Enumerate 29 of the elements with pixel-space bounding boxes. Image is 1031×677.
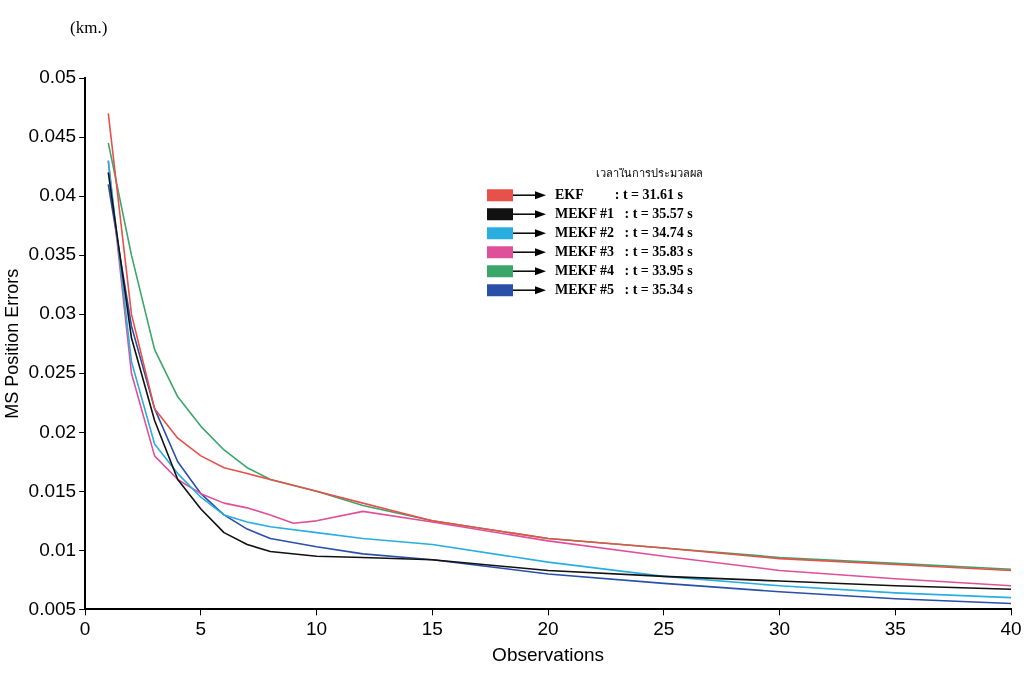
y-tick-label: 0.005 xyxy=(28,597,77,619)
y-tick-label: 0.05 xyxy=(39,66,77,88)
x-tick-label: 10 xyxy=(306,618,328,640)
x-tick-label: 40 xyxy=(1000,618,1022,640)
legend-label: MEKF #4 : t = 33.95 s xyxy=(555,262,694,278)
y-tick-label: 0.01 xyxy=(39,538,77,560)
legend-label: MEKF #2 : t = 34.74 s xyxy=(555,224,694,240)
y-tick-label: 0.04 xyxy=(39,184,77,206)
x-tick-label: 30 xyxy=(768,618,791,640)
y-tick-label: 0.03 xyxy=(39,302,77,324)
legend-label: MEKF #3 : t = 35.83 s xyxy=(555,243,694,259)
legend-title: เวลาในการประมวลผล xyxy=(596,167,704,181)
x-tick-label: 0 xyxy=(79,618,91,640)
x-axis-title: Observations xyxy=(492,643,605,665)
x-tick-label: 25 xyxy=(653,618,675,640)
y-axis-title: MS Position Errors xyxy=(1,268,22,419)
legend-label: MEKF #1 : t = 35.57 s xyxy=(555,205,694,221)
x-tick-label: 35 xyxy=(884,618,906,640)
text: (km.) xyxy=(70,18,108,38)
y-tick-label: 0.035 xyxy=(28,243,77,265)
y-tick-label: 0.015 xyxy=(28,479,77,501)
x-tick-label: 15 xyxy=(421,618,443,640)
y-tick-label: 0.045 xyxy=(28,125,77,147)
y-tick-label: 0.025 xyxy=(28,361,77,383)
legend-label: EKF : t = 31.61 s xyxy=(555,186,684,202)
y-tick-label: 0.02 xyxy=(39,420,77,442)
x-tick-label: 5 xyxy=(195,618,207,640)
legend-label: MEKF #5 : t = 35.34 s xyxy=(555,281,694,297)
x-tick-label: 20 xyxy=(537,618,559,640)
